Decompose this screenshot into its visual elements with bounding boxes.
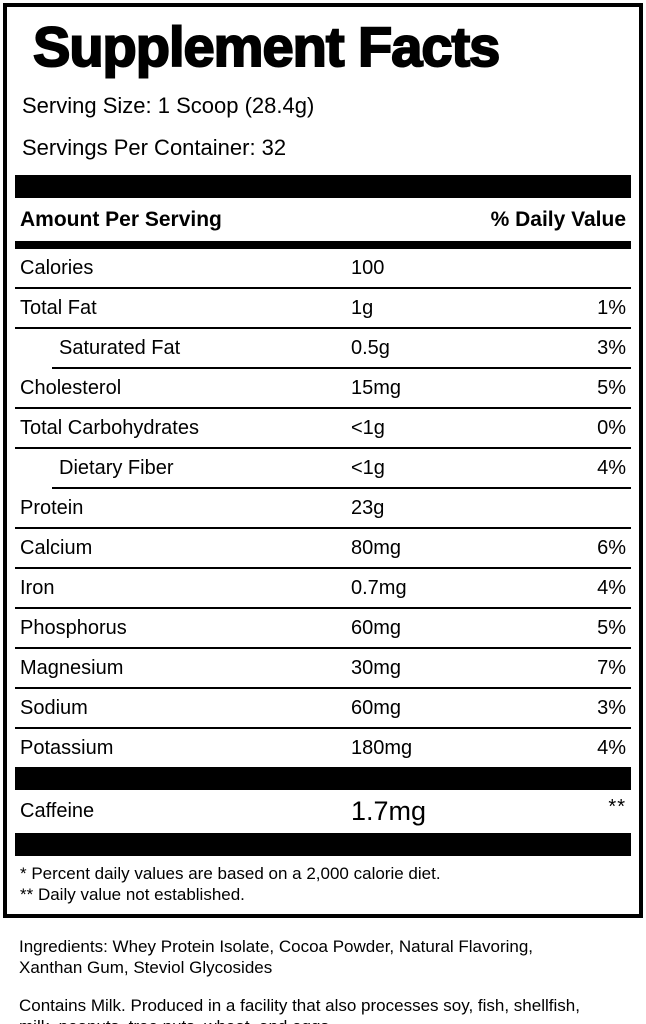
nutrient-label: Sodium: [20, 696, 88, 719]
nutrient-label: Total Fat: [20, 296, 97, 319]
row-divider: [15, 407, 631, 409]
servings-per-container-text: Servings Per Container: 32: [22, 135, 287, 160]
nutrient-label: Cholesterol: [20, 376, 122, 399]
nutrient-amount: 23g: [351, 496, 385, 519]
row-divider: [52, 487, 631, 489]
nutrient-label: Dietary Fiber: [59, 456, 174, 479]
row-divider: [52, 367, 631, 369]
table-row: Protein 23g: [15, 489, 631, 527]
row-divider: [15, 527, 631, 529]
row-divider: [15, 567, 631, 569]
row-divider: [15, 327, 631, 329]
nutrient-label: Magnesium: [20, 656, 124, 679]
nutrient-label: Iron: [20, 576, 55, 599]
table-row: Magnesium 30mg 7%: [15, 649, 631, 687]
table-row: Sodium 60mg 3%: [15, 689, 631, 727]
nutrient-daily-value: 5%: [597, 376, 626, 399]
nutrient-amount: 15mg: [351, 376, 402, 399]
table-row: Calories 100: [15, 249, 631, 287]
nutrient-amount: 80mg: [351, 536, 402, 559]
supplement-facts-panel: Supplement Facts Serving Size: 1 Scoop (…: [3, 3, 643, 918]
separator-bar-thick: [15, 767, 631, 790]
panel-title: Supplement Facts: [32, 15, 501, 79]
nutrient-daily-value: 4%: [597, 576, 626, 599]
nutrient-amount: 30mg: [351, 656, 402, 679]
nutrient-daily-value: 0%: [597, 416, 626, 439]
table-header-row: Amount Per Serving % Daily Value: [15, 198, 631, 241]
nutrient-label: Protein: [20, 496, 84, 519]
row-divider: [15, 447, 631, 449]
nutrient-label: Calories: [20, 256, 94, 279]
nutrient-daily-value: 3%: [597, 696, 626, 719]
table-row: Dietary Fiber <1g 4%: [15, 449, 631, 487]
nutrient-label: Caffeine: [20, 800, 95, 822]
nutrient-label: Phosphorus: [20, 616, 127, 639]
table-row: Saturated Fat 0.5g 3%: [15, 329, 631, 367]
table-row: Calcium 80mg 6%: [15, 529, 631, 567]
ingredients-text: Ingredients: Whey Protein Isolate, Cocoa…: [19, 937, 534, 977]
nutrient-daily-value: 4%: [597, 736, 626, 759]
nutrient-amount: 0.5g: [351, 336, 390, 359]
row-divider: [15, 607, 631, 609]
table-row: Iron 0.7mg 4%: [15, 569, 631, 607]
nutrient-amount: 60mg: [351, 696, 402, 719]
nutrient-amount: <1g: [351, 416, 385, 439]
nutrient-daily-value: 4%: [597, 456, 626, 479]
nutrient-daily-value: 7%: [597, 656, 626, 679]
allergen-statement: Contains Milk. Produced in a facility th…: [19, 996, 580, 1024]
serving-size-text: Serving Size: 1 Scoop (28.4g): [22, 93, 315, 118]
nutrient-daily-value: 3%: [597, 336, 626, 359]
nutrient-label: Calcium: [20, 536, 93, 559]
row-divider: [15, 687, 631, 689]
nutrient-amount: 180mg: [351, 736, 413, 759]
row-divider: [15, 287, 631, 289]
nutrient-label: Total Carbohydrates: [20, 416, 199, 439]
nutrient-amount: <1g: [351, 456, 385, 479]
table-row: Total Carbohydrates <1g 0%: [15, 409, 631, 447]
nutrient-label: Potassium: [20, 736, 114, 759]
nutrient-daily-value: 1%: [597, 296, 626, 319]
daily-value-header: % Daily Value: [490, 207, 626, 231]
nutrient-amount: 0.7mg: [351, 576, 407, 599]
nutrient-label: Saturated Fat: [59, 336, 181, 359]
amount-per-serving-header: Amount Per Serving: [20, 207, 222, 231]
footnotes: * Percent daily values are based on a 2,…: [20, 864, 441, 904]
nutrient-amount: 60mg: [351, 616, 402, 639]
row-divider: [15, 727, 631, 729]
table-row-caffeine: Caffeine 1.7mg **: [15, 790, 631, 833]
nutrient-daily-value: **: [608, 796, 626, 818]
table-row: Cholesterol 15mg 5%: [15, 369, 631, 407]
table-row: Potassium 180mg 4%: [15, 729, 631, 767]
nutrient-amount: 1g: [351, 296, 374, 319]
nutrient-rows: Calories 100 Total Fat 1g 1% Saturated F…: [15, 249, 631, 767]
nutrient-daily-value: 5%: [597, 616, 626, 639]
nutrient-daily-value: 6%: [597, 536, 626, 559]
nutrient-amount: 100: [351, 256, 385, 279]
separator-bar-thick: [15, 833, 631, 856]
table-row: Phosphorus 60mg 5%: [15, 609, 631, 647]
table-row: Total Fat 1g 1%: [15, 289, 631, 327]
nutrient-amount: 1.7mg: [351, 796, 427, 826]
separator-bar-thick: [15, 175, 631, 198]
separator-bar-medium: [15, 241, 631, 249]
row-divider: [15, 647, 631, 649]
